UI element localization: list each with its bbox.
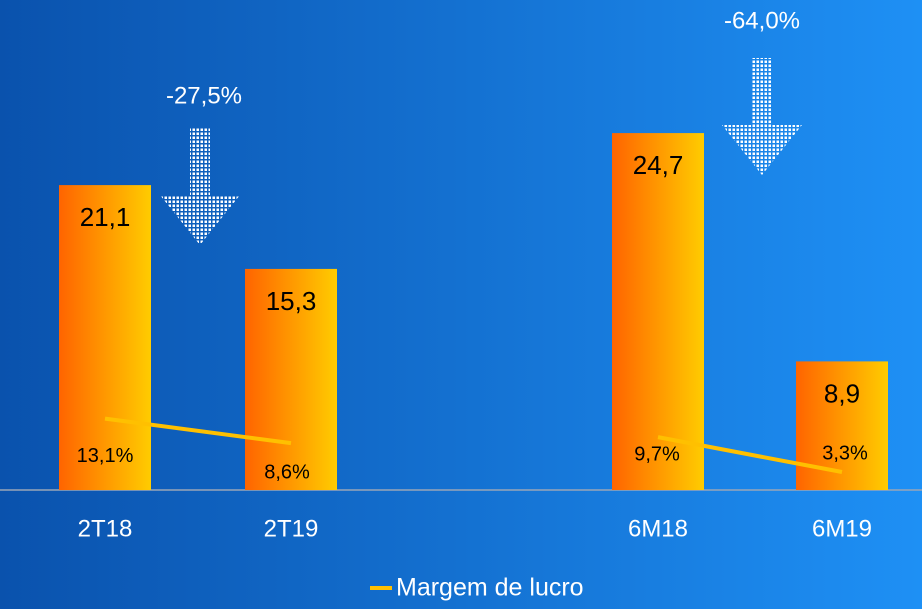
line-label: 8,6% xyxy=(264,461,310,483)
line-label: 3,3% xyxy=(822,442,868,464)
down-arrow xyxy=(160,128,240,245)
x-tick-label: 6M19 xyxy=(812,515,872,542)
data-label: 24,7 xyxy=(633,150,684,180)
margin-line xyxy=(104,416,292,446)
x-tick-label: 2T19 xyxy=(264,515,319,542)
line-label: 9,7% xyxy=(634,443,680,465)
bar xyxy=(612,133,704,490)
bar xyxy=(59,185,151,491)
x-tick-label: 2T18 xyxy=(78,515,133,542)
data-label: 15,3 xyxy=(266,286,317,316)
margin-line xyxy=(657,435,843,474)
data-label: 21,1 xyxy=(80,202,131,232)
line-label: 13,1% xyxy=(77,445,134,467)
legend-label: Margem de lucro xyxy=(396,574,584,602)
down-arrow xyxy=(722,58,802,175)
x-tick-label: 6M18 xyxy=(628,515,688,542)
annotation: -64,0% xyxy=(724,7,800,34)
annotation: -27,5% xyxy=(166,82,242,109)
bar xyxy=(796,361,888,490)
bar xyxy=(245,268,337,490)
data-label: 8,9 xyxy=(824,378,860,408)
